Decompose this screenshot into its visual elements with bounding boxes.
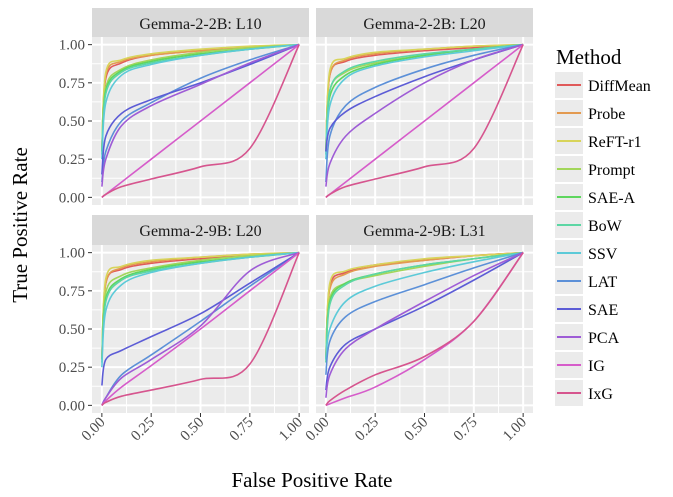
series-line-prompt	[101, 251, 300, 360]
series-line-ssv	[325, 43, 524, 160]
facet-title: Gemma-2-2B: L10	[139, 16, 261, 33]
legend-title: Method	[556, 45, 622, 69]
legend-item: LAT	[555, 268, 618, 294]
x-tick-label: 0.25	[352, 415, 382, 445]
legend-label: SAE-A	[588, 190, 636, 207]
legend-label: SAE	[588, 302, 618, 319]
series-line-ixg	[325, 44, 524, 198]
series-line-lat	[325, 43, 524, 183]
series-line-ssv	[101, 43, 300, 160]
series-line-reft-r1	[101, 251, 300, 360]
facet-strip	[92, 215, 309, 245]
legend-item: Probe	[555, 100, 625, 126]
series-line-ssv	[101, 251, 300, 368]
legend-label: DiffMean	[588, 78, 651, 95]
x-tick-label: 0.00	[79, 415, 109, 445]
facet-panel: Gemma-2-2B: L20	[316, 8, 533, 205]
legend-item: SSV	[555, 240, 618, 266]
x-tick-label: 0.00	[303, 415, 333, 445]
facet-panel: Gemma-2-2B: L10 0.00 0.25 0.50 0.75 1.00	[59, 8, 309, 206]
legend-item: Prompt	[555, 156, 636, 182]
legend-item: PCA	[555, 324, 620, 350]
series-line-lat	[101, 43, 300, 183]
legend-label: BoW	[588, 218, 623, 235]
facet-title: Gemma-2-9B: L20	[139, 223, 261, 240]
series-line-pca	[101, 43, 300, 187]
legend: Method DiffMean Probe ReFT-r1 Prompt SAE-A Bo…	[555, 45, 651, 406]
facet-panel: Gemma-2-9B: L31 0.00 0.25 0.50 0.75 1.00	[303, 215, 533, 444]
facet-title: Gemma-2-9B: L31	[363, 223, 485, 240]
legend-label: IxG	[588, 386, 613, 403]
series-line-reft-r1	[325, 43, 524, 152]
x-tick-label: 0.50	[177, 415, 207, 445]
facet-strip	[316, 8, 533, 37]
y-tick-label: 1.00	[59, 246, 85, 262]
series-line-reft-r1	[325, 251, 524, 360]
x-tick-label: 0.25	[128, 415, 158, 445]
facet-strip	[92, 8, 309, 37]
x-tick-label: 1.00	[500, 415, 530, 445]
series-line-ssv	[325, 251, 524, 360]
series-line-pca	[325, 43, 524, 187]
y-tick-label: 0.75	[59, 76, 85, 92]
x-tick-label: 0.50	[401, 415, 431, 445]
x-tick-label: 0.75	[227, 415, 257, 445]
series-line-ixg	[101, 44, 300, 198]
legend-label: SSV	[588, 246, 618, 263]
x-tick-label: 0.75	[451, 415, 481, 445]
y-tick-label: 0.75	[59, 284, 85, 300]
legend-item: IxG	[555, 380, 613, 406]
legend-label: Prompt	[588, 162, 636, 179]
y-tick-label: 0.50	[59, 322, 85, 338]
series-line-pca	[101, 251, 300, 406]
series-line-reft-r1	[101, 43, 300, 152]
facet-panel: Gemma-2-9B: L20 0.00 0.25 0.50 0.75 1.00 0.00 0…	[59, 215, 309, 444]
legend-label: PCA	[588, 330, 620, 347]
y-tick-label: 0.25	[59, 360, 85, 376]
series-line-bow	[325, 43, 524, 155]
series-line-ixg	[325, 252, 524, 406]
x-tick-label: 1.00	[276, 415, 306, 445]
y-tick-label: 0.00	[59, 190, 85, 206]
facet-strip	[316, 215, 533, 245]
series-line-ixg	[101, 252, 300, 406]
y-tick-label: 0.50	[59, 114, 85, 130]
legend-label: LAT	[588, 274, 618, 291]
legend-label: ReFT-r1	[588, 134, 642, 151]
legend-item: SAE	[555, 296, 618, 322]
y-axis-title: True Positive Rate	[8, 147, 32, 303]
legend-item: DiffMean	[555, 72, 651, 98]
series-line-bow	[325, 251, 524, 363]
legend-item: IG	[555, 352, 605, 378]
y-tick-label: 0.25	[59, 152, 85, 168]
series-line-prompt	[101, 43, 300, 152]
legend-item: BoW	[555, 212, 623, 238]
legend-label: IG	[588, 358, 605, 375]
series-line-pca	[325, 251, 524, 398]
series-line-lat	[325, 251, 524, 375]
series-line-sae	[101, 251, 300, 386]
facet-title: Gemma-2-2B: L20	[363, 16, 485, 33]
series-line-ig	[101, 252, 300, 406]
legend-item: ReFT-r1	[555, 128, 642, 154]
x-axis-title: False Positive Rate	[232, 468, 393, 492]
legend-item: SAE-A	[555, 184, 636, 210]
legend-label: Probe	[588, 106, 625, 123]
y-tick-label: 0.00	[59, 398, 85, 414]
series-line-sae	[101, 43, 300, 175]
y-tick-label: 1.00	[59, 38, 85, 54]
